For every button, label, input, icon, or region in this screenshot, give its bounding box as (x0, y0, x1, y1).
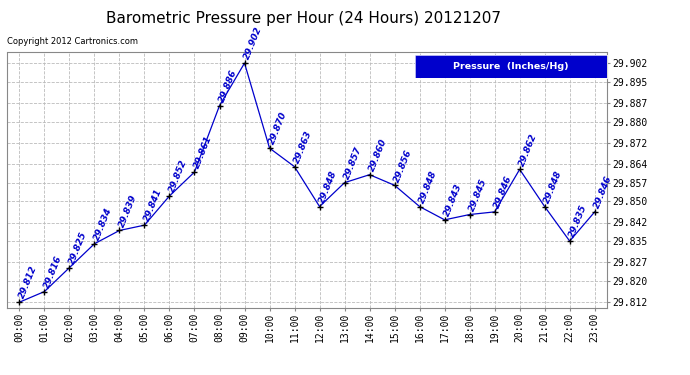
Text: 29.861: 29.861 (193, 135, 213, 170)
Text: 29.845: 29.845 (467, 177, 489, 213)
Text: 29.863: 29.863 (293, 129, 313, 165)
Text: 29.846: 29.846 (493, 174, 513, 210)
Text: 29.825: 29.825 (67, 230, 88, 266)
Text: 29.852: 29.852 (167, 158, 188, 194)
Text: 29.856: 29.856 (393, 148, 413, 183)
Text: 29.835: 29.835 (567, 204, 589, 239)
Text: 29.862: 29.862 (518, 132, 539, 167)
Text: 29.860: 29.860 (367, 137, 388, 172)
Text: 29.843: 29.843 (442, 182, 464, 218)
Text: 29.902: 29.902 (242, 26, 264, 61)
Text: 29.834: 29.834 (92, 206, 113, 242)
Text: 29.846: 29.846 (593, 174, 613, 210)
Text: 29.841: 29.841 (142, 188, 164, 223)
Text: 29.857: 29.857 (342, 145, 364, 181)
Text: Barometric Pressure per Hour (24 Hours) 20121207: Barometric Pressure per Hour (24 Hours) … (106, 11, 501, 26)
Text: 29.870: 29.870 (267, 111, 288, 146)
Text: Copyright 2012 Cartronics.com: Copyright 2012 Cartronics.com (7, 38, 138, 46)
Text: 29.848: 29.848 (317, 169, 339, 204)
Text: 29.886: 29.886 (217, 68, 239, 104)
Text: 29.848: 29.848 (417, 169, 439, 204)
Text: 29.816: 29.816 (42, 254, 63, 290)
Text: 29.848: 29.848 (542, 169, 564, 204)
Text: 29.839: 29.839 (117, 193, 139, 228)
Text: 29.812: 29.812 (17, 265, 39, 300)
